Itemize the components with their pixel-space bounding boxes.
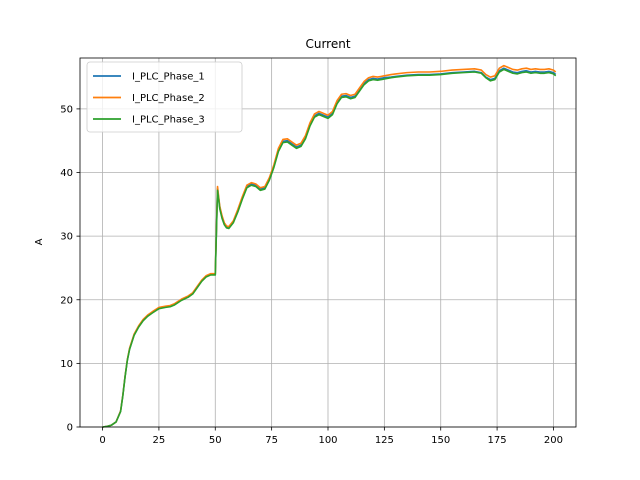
- x-tick-label: 175: [488, 435, 507, 446]
- y-axis-label: A: [34, 238, 45, 245]
- x-tick-label: 25: [153, 435, 166, 446]
- series-line-3: [102, 68, 557, 428]
- legend-box: [86, 61, 243, 133]
- legend: I_PLC_Phase_1 I_PLC_Phase_2 I_PLC_Phase_3: [86, 61, 243, 133]
- x-axis-ticks: 0 25 50 75 100 125 150 175 200: [99, 427, 563, 446]
- x-tick-label: 75: [265, 435, 278, 446]
- x-tick-label: 200: [544, 435, 563, 446]
- x-tick-label: 0: [99, 435, 105, 446]
- y-tick-label: 40: [60, 168, 73, 179]
- y-tick-label: 20: [60, 295, 73, 306]
- y-tick-label: 10: [60, 359, 73, 370]
- x-tick-label: 50: [209, 435, 222, 446]
- x-tick-label: 100: [318, 435, 337, 446]
- y-axis-ticks: 0 10 20 30 40 50: [60, 104, 80, 434]
- x-tick-label: 150: [431, 435, 450, 446]
- series-line-2: [102, 64, 557, 428]
- legend-entry-2: I_PLC_Phase_2: [132, 93, 205, 104]
- y-tick-label: 30: [60, 232, 73, 243]
- legend-entry-1: I_PLC_Phase_1: [132, 72, 205, 83]
- x-tick-label: 125: [375, 435, 394, 446]
- y-tick-label: 0: [67, 423, 73, 434]
- legend-entry-3: I_PLC_Phase_3: [132, 115, 205, 126]
- y-tick-label: 50: [60, 104, 73, 115]
- chart-title: Current: [305, 37, 350, 51]
- series-lines: [102, 64, 557, 428]
